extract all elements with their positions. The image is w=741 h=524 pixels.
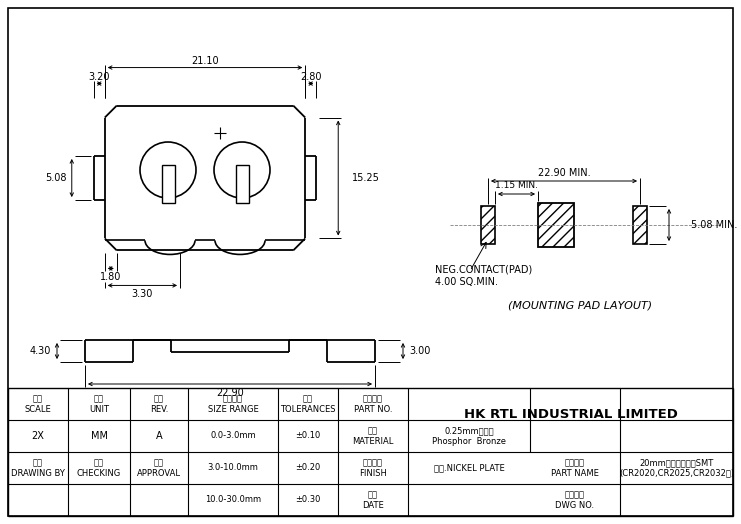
Text: 1.15 MIN.: 1.15 MIN. bbox=[495, 181, 538, 191]
Bar bbox=[162, 165, 174, 203]
Text: ±0.20: ±0.20 bbox=[296, 464, 321, 473]
Text: 20mm纽扣电池座，SMT
(CR2020,CR2025,CR2032用): 20mm纽扣电池座，SMT (CR2020,CR2025,CR2032用) bbox=[619, 458, 734, 478]
Text: 3.30: 3.30 bbox=[132, 289, 153, 299]
Text: 镀镖.NICKEL PLATE: 镀镖.NICKEL PLATE bbox=[433, 464, 505, 473]
Text: 核准
APPROVAL: 核准 APPROVAL bbox=[137, 458, 181, 478]
Text: 表面处理
FINISH: 表面处理 FINISH bbox=[359, 458, 387, 478]
Text: 零件名称
PART NAME: 零件名称 PART NAME bbox=[551, 458, 599, 478]
Text: 22.90: 22.90 bbox=[216, 388, 244, 398]
Text: 5.08: 5.08 bbox=[45, 173, 67, 183]
Text: MM: MM bbox=[90, 431, 107, 441]
Text: 3.00: 3.00 bbox=[409, 346, 431, 356]
Text: 材料
MATERIAL: 材料 MATERIAL bbox=[352, 427, 393, 446]
Text: 公差
TOLERANCES: 公差 TOLERANCES bbox=[280, 394, 336, 414]
Text: 0.0-3.0mm: 0.0-3.0mm bbox=[210, 431, 256, 441]
Text: 日期
DATE: 日期 DATE bbox=[362, 490, 384, 510]
Text: 尺寸范围
SIZE RANGE: 尺寸范围 SIZE RANGE bbox=[207, 394, 259, 414]
Text: 5.08 MIN.: 5.08 MIN. bbox=[691, 220, 737, 230]
Text: 3.20: 3.20 bbox=[88, 72, 110, 82]
Text: 2X: 2X bbox=[32, 431, 44, 441]
Text: 2.80: 2.80 bbox=[300, 72, 322, 82]
Text: NEG.CONTACT(PAD): NEG.CONTACT(PAD) bbox=[435, 265, 532, 275]
Text: A: A bbox=[156, 431, 162, 441]
Bar bbox=[481, 206, 495, 244]
Bar bbox=[538, 203, 574, 247]
Text: 22.90 MIN.: 22.90 MIN. bbox=[538, 168, 591, 178]
Text: 15.25: 15.25 bbox=[352, 173, 380, 183]
Text: 4.30: 4.30 bbox=[30, 346, 51, 356]
Text: 比例
SCALE: 比例 SCALE bbox=[24, 394, 51, 414]
Text: 零件编号
PART NO.: 零件编号 PART NO. bbox=[353, 394, 392, 414]
Text: 图纸编号
DWG NO.: 图纸编号 DWG NO. bbox=[556, 490, 594, 510]
Text: 审核
CHECKING: 审核 CHECKING bbox=[77, 458, 121, 478]
Text: ±0.30: ±0.30 bbox=[296, 496, 321, 505]
Text: 3.0-10.0mm: 3.0-10.0mm bbox=[207, 464, 259, 473]
Bar bbox=[633, 206, 647, 244]
Text: 制图
DRAWING BY: 制图 DRAWING BY bbox=[11, 458, 65, 478]
Text: (MOUNTING PAD LAYOUT): (MOUNTING PAD LAYOUT) bbox=[508, 300, 652, 310]
Text: 10.0-30.0mm: 10.0-30.0mm bbox=[205, 496, 261, 505]
Text: 单位
UNIT: 单位 UNIT bbox=[89, 394, 109, 414]
Text: HK RTL INDUSTRIAL LIMITED: HK RTL INDUSTRIAL LIMITED bbox=[464, 408, 677, 420]
Text: 4.00 SQ.MIN.: 4.00 SQ.MIN. bbox=[435, 277, 498, 287]
Text: 0.25mm磷青铜
Phosphor  Bronze: 0.25mm磷青铜 Phosphor Bronze bbox=[432, 427, 506, 446]
Bar bbox=[236, 165, 248, 203]
Text: 1.80: 1.80 bbox=[100, 272, 122, 282]
Text: 版本
REV.: 版本 REV. bbox=[150, 394, 168, 414]
Text: ±0.10: ±0.10 bbox=[296, 431, 321, 441]
Text: 21.10: 21.10 bbox=[191, 56, 219, 66]
